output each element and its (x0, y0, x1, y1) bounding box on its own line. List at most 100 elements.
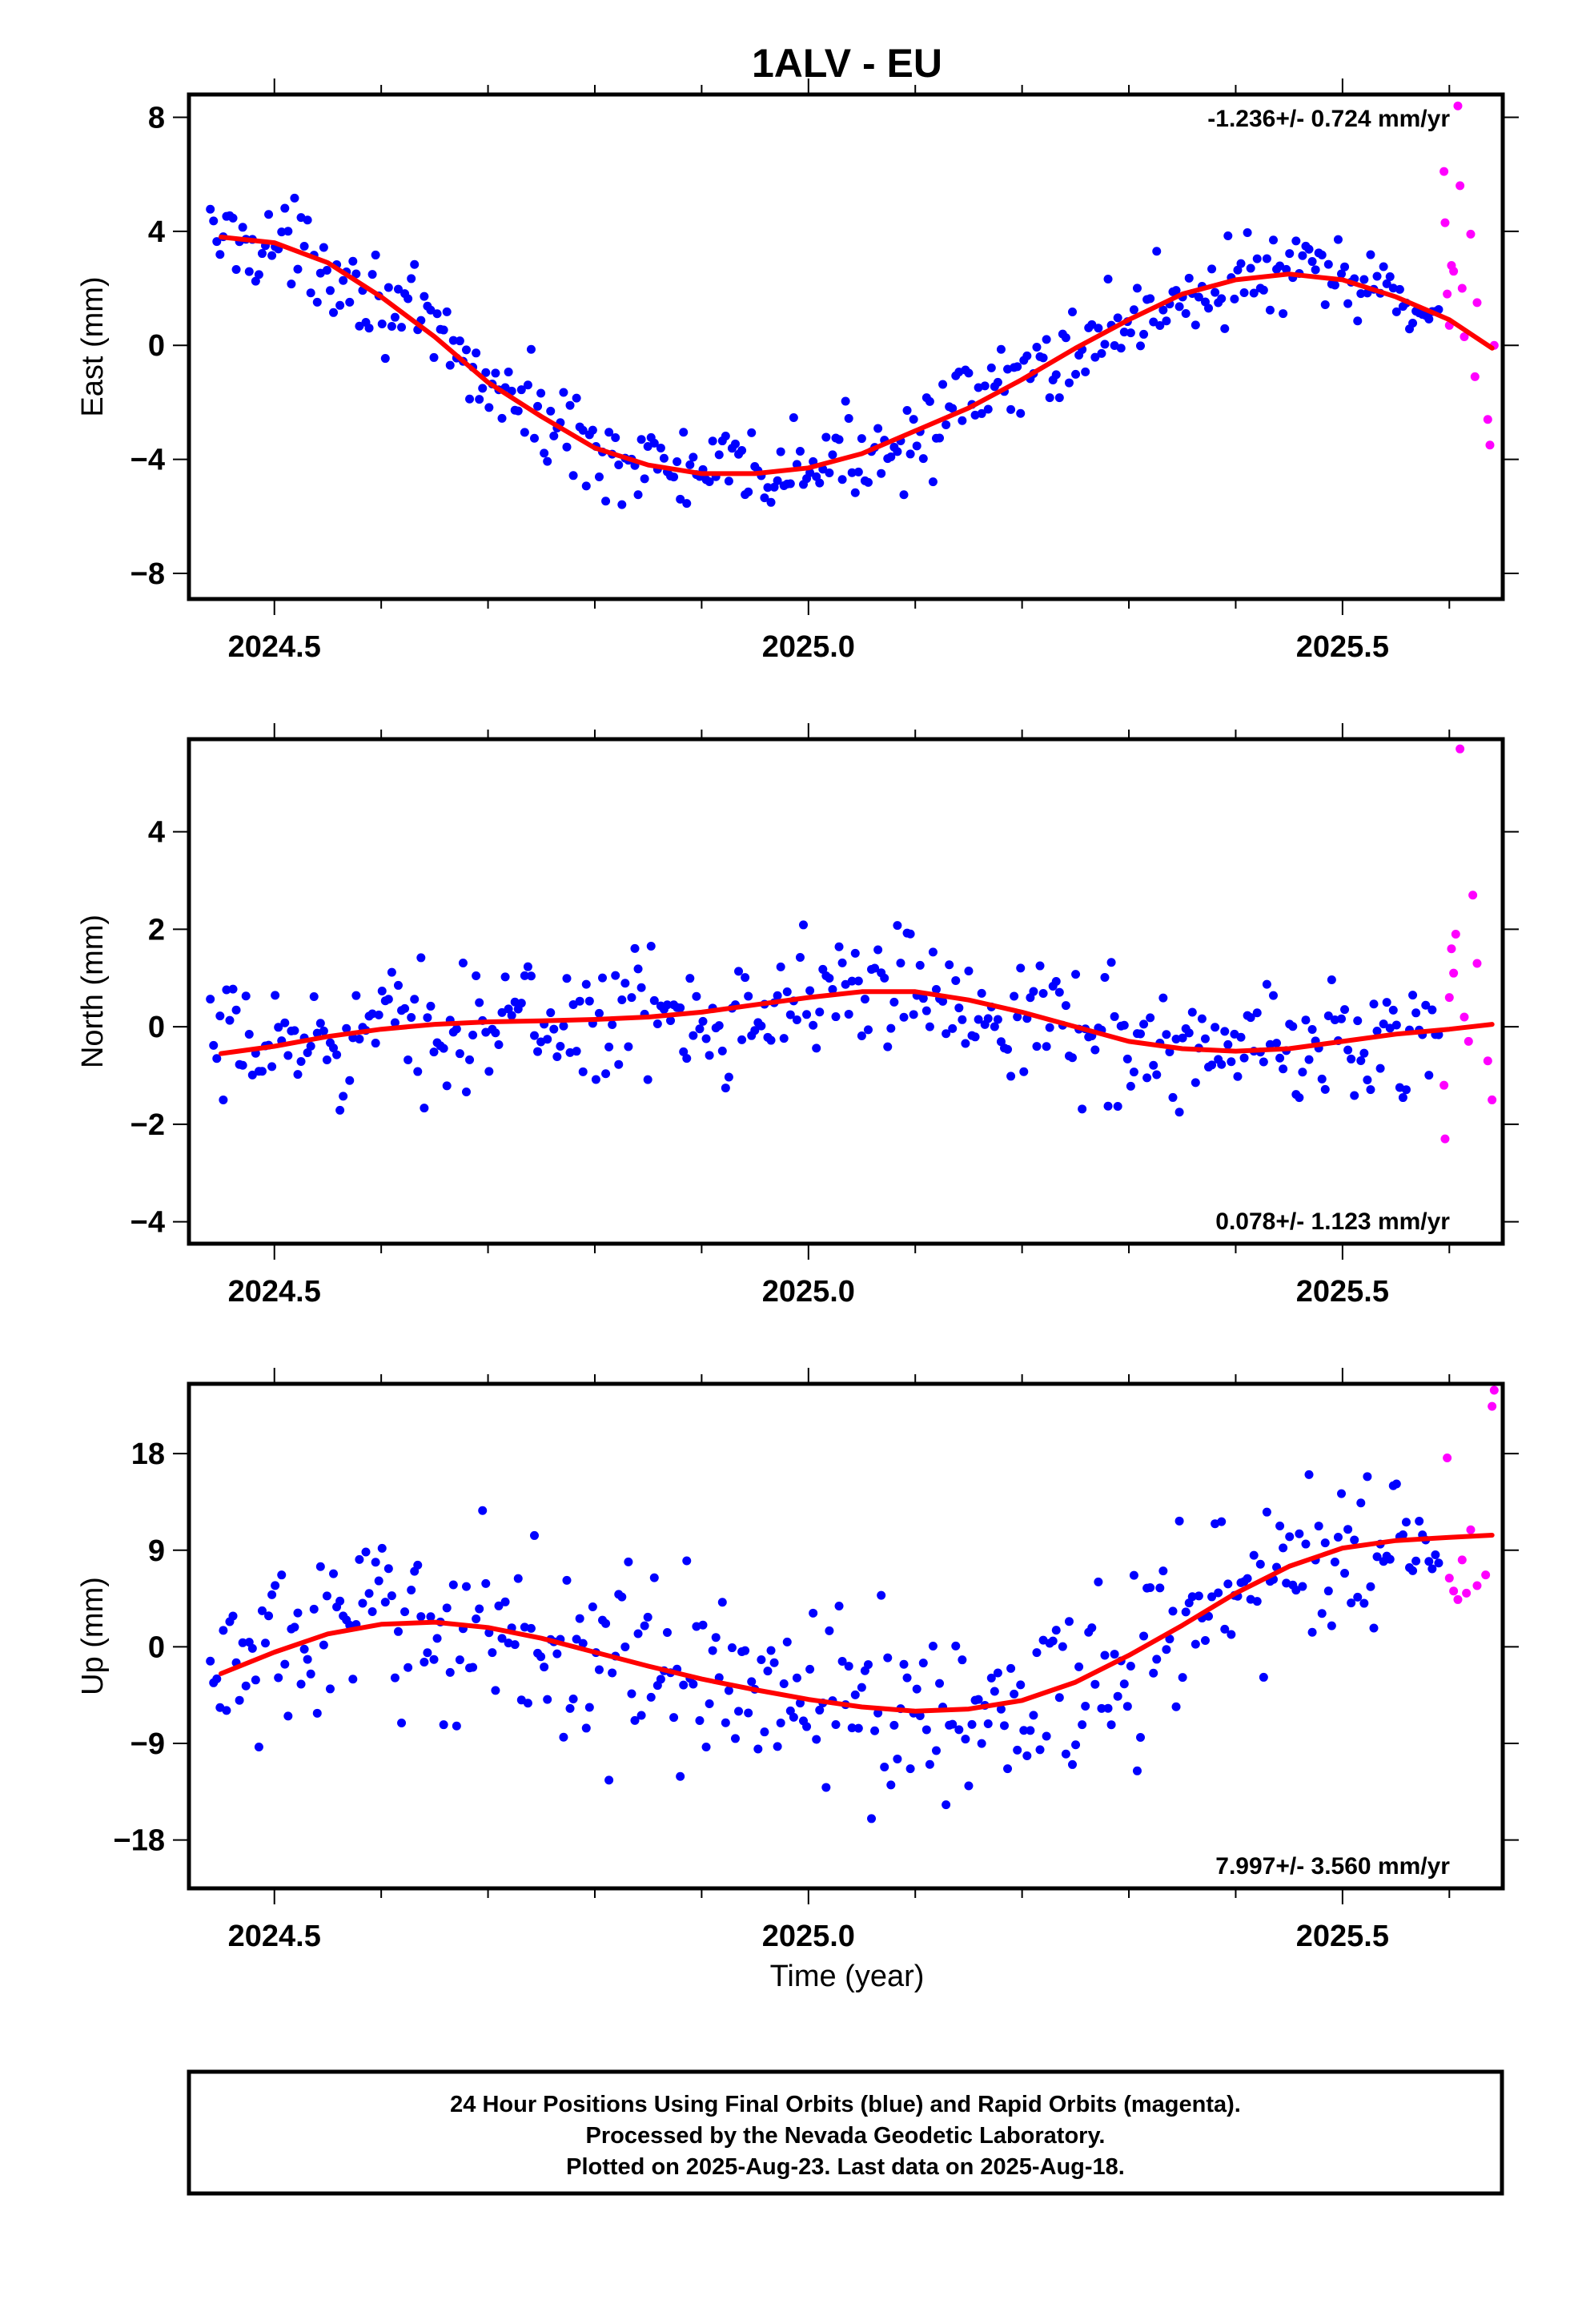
final-orbit-point (309, 991, 319, 1001)
final-orbit-point (1272, 1039, 1282, 1048)
final-orbit-point (264, 210, 274, 219)
final-orbit-point (523, 380, 532, 390)
final-orbit-point (1204, 304, 1214, 313)
final-orbit-point (652, 1019, 662, 1029)
final-orbit-point (763, 483, 773, 493)
final-orbit-point (494, 1040, 504, 1050)
y-axis-label: Up (mm) (76, 1577, 110, 1695)
final-orbit-point (1094, 324, 1103, 333)
final-orbit-point (1252, 1008, 1262, 1018)
rapid-orbit-point (1485, 440, 1495, 450)
final-orbit-point (990, 1022, 999, 1031)
final-orbit-point (1207, 1060, 1217, 1070)
final-orbit-point (319, 243, 328, 252)
final-orbit-point (909, 415, 918, 424)
final-orbit-point (1411, 1008, 1421, 1018)
final-orbit-point (238, 223, 247, 232)
final-orbit-point (500, 972, 510, 982)
final-orbit-point (383, 283, 393, 292)
final-orbit-point (219, 1095, 228, 1104)
final-orbit-point (231, 265, 241, 275)
final-orbit-point (212, 237, 222, 247)
final-orbit-point (315, 1562, 325, 1571)
final-orbit-point (760, 493, 769, 503)
final-orbit-point (1149, 1668, 1158, 1678)
final-orbit-point (420, 1658, 429, 1667)
final-orbit-point (1181, 309, 1191, 319)
final-orbit-point (1252, 254, 1262, 263)
trend-fit-line (219, 989, 1495, 1056)
final-orbit-point (556, 1041, 565, 1051)
final-orbit-point (322, 1055, 331, 1065)
final-orbit-point (1029, 987, 1038, 996)
final-orbit-point (1139, 1019, 1149, 1029)
final-orbit-point (905, 449, 915, 459)
final-orbit-point (1391, 1479, 1401, 1489)
final-orbit-point (779, 1034, 789, 1043)
final-orbit-point (1363, 1472, 1372, 1482)
final-orbit-point (1369, 999, 1379, 1009)
final-orbit-point (1006, 1072, 1016, 1081)
final-orbit-point (1042, 1042, 1051, 1051)
final-orbit-point (1003, 1764, 1013, 1774)
final-orbit-point (351, 991, 361, 1000)
final-orbit-point (397, 323, 407, 332)
final-orbit-point (222, 985, 231, 995)
final-orbit-point (624, 1557, 633, 1566)
final-orbit-point (390, 312, 400, 322)
final-orbit-point (857, 1031, 866, 1041)
final-orbit-point (640, 474, 649, 484)
final-orbit-point (669, 1713, 679, 1723)
final-orbit-point (309, 1604, 319, 1614)
final-orbit-point (773, 476, 782, 485)
final-orbit-point (420, 1104, 429, 1113)
final-orbit-point (812, 1043, 821, 1053)
final-orbit-point (815, 1705, 825, 1715)
final-orbit-point (1174, 1516, 1184, 1526)
y-tick-label: 4 (148, 215, 165, 249)
final-orbit-point (1022, 1751, 1032, 1760)
final-orbit-point (251, 1675, 260, 1685)
final-orbit-point (494, 1601, 504, 1610)
x-tick-label: 2025.0 (762, 1920, 855, 1953)
final-orbit-point (445, 360, 455, 370)
final-orbit-point (536, 388, 546, 398)
final-orbit-point (1010, 1689, 1019, 1699)
final-orbit-point (387, 1591, 396, 1601)
final-orbit-point (636, 435, 646, 444)
final-orbit-point (383, 995, 393, 1004)
final-orbit-point (1259, 1057, 1268, 1067)
final-orbit-point (358, 1598, 367, 1608)
final-orbit-point (465, 1055, 475, 1064)
final-orbit-point (782, 987, 792, 997)
final-orbit-point (967, 1719, 977, 1729)
rapid-orbit-point (1447, 944, 1456, 954)
final-orbit-point (938, 380, 948, 389)
final-orbit-point (873, 1708, 883, 1718)
final-orbit-point (1110, 1011, 1119, 1021)
final-orbit-point (562, 1575, 572, 1585)
final-orbit-point (267, 1062, 277, 1072)
final-orbit-point (889, 997, 899, 1007)
y-tick-label: −18 (114, 1824, 165, 1858)
final-orbit-point (565, 400, 575, 410)
final-orbit-point (802, 1010, 812, 1019)
north-panel: 2024.5 2025.0 2025.5 −4 −2 0 2 4 North (mm) 0.078… (76, 723, 1519, 1309)
final-orbit-point (692, 991, 701, 1001)
final-orbit-point (649, 438, 659, 448)
final-orbit-point (247, 1643, 257, 1653)
final-orbit-point (293, 1070, 303, 1080)
rapid-orbit-point (1466, 229, 1476, 239)
final-orbit-point (825, 468, 834, 478)
final-orbit-point (721, 1084, 730, 1093)
data-points (206, 101, 1499, 509)
final-orbit-point (581, 1723, 591, 1733)
final-orbit-point (1223, 1579, 1233, 1589)
final-orbit-point (1408, 319, 1418, 328)
final-orbit-point (857, 1683, 866, 1692)
final-orbit-point (293, 1608, 303, 1618)
final-orbit-point (951, 975, 961, 985)
final-orbit-point (1129, 1570, 1138, 1580)
final-orbit-point (206, 1656, 215, 1666)
final-orbit-point (1122, 1054, 1132, 1063)
